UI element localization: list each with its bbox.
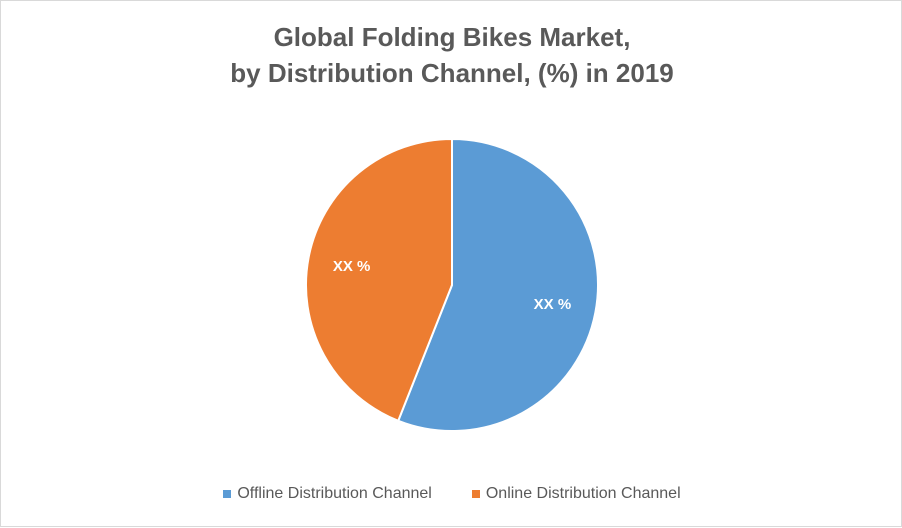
legend-item-offline: Offline Distribution Channel — [223, 485, 432, 503]
chart-title-line-1: Global Folding Bikes Market, — [273, 22, 631, 52]
data-label-online: XX % — [333, 258, 371, 275]
legend-swatch-offline — [223, 490, 232, 498]
legend-swatch-online — [471, 490, 480, 498]
legend: Offline Distribution Channel Online Dist… — [1, 485, 902, 503]
pie-slices — [305, 137, 599, 432]
legend-item-online: Online Distribution Channel — [471, 485, 681, 503]
legend-label-online: Online Distribution Channel — [485, 485, 681, 502]
pie-slice-offline — [396, 137, 599, 432]
pie-data-labels: XX % XX % — [333, 258, 571, 313]
pie-slice-online — [305, 137, 453, 423]
data-label-offline: XX % — [534, 296, 572, 313]
chart-title-line-2: by Distribution Channel, (%) in 2019 — [230, 58, 674, 88]
legend-label-offline: Offline Distribution Channel — [237, 485, 432, 502]
